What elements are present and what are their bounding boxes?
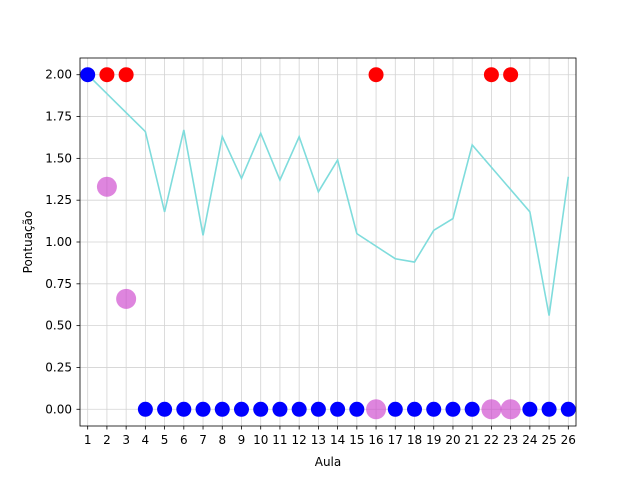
data-point: [368, 67, 384, 83]
data-point: [426, 401, 442, 417]
data-point: [407, 401, 423, 417]
x-tick-label: 19: [426, 433, 441, 447]
y-tick-label: 1.25: [45, 193, 72, 207]
y-tick-label: 0.75: [45, 277, 72, 291]
data-point: [99, 67, 115, 83]
x-tick-label: 22: [484, 433, 499, 447]
data-point: [118, 67, 134, 83]
y-tick-label: 0.25: [45, 360, 72, 374]
data-point: [214, 401, 230, 417]
data-point: [157, 401, 173, 417]
x-tick-label: 26: [561, 433, 576, 447]
x-tick-label: 15: [349, 433, 364, 447]
score-line: [87, 74, 570, 316]
data-point: [481, 399, 502, 420]
data-point: [80, 67, 96, 83]
x-tick-label: 16: [368, 433, 383, 447]
y-tick-label: 0.50: [45, 319, 72, 333]
x-tick-label: 4: [142, 433, 150, 447]
data-point: [464, 401, 480, 417]
x-tick-label: 6: [180, 433, 188, 447]
data-point: [483, 67, 499, 83]
y-axis-label: Pontuação: [21, 211, 35, 274]
axis-ticks: 1 2 3 4 5 6 7 8 9 10 11 12 13 14 15 16 17 18 19 20 21 22 23 24 2…: [45, 68, 576, 447]
x-tick-label: 20: [445, 433, 460, 447]
data-point: [500, 399, 521, 420]
x-tick-label: 24: [522, 433, 537, 447]
data-point: [330, 401, 346, 417]
data-point: [96, 176, 117, 197]
data-point: [445, 401, 461, 417]
y-tick-label: 2.00: [45, 68, 72, 82]
data-point: [233, 401, 249, 417]
y-tick-label: 1.50: [45, 151, 72, 165]
data-point: [387, 401, 403, 417]
data-point: [560, 401, 576, 417]
data-point: [310, 401, 326, 417]
x-tick-label: 12: [292, 433, 307, 447]
x-tick-label: 17: [388, 433, 403, 447]
data-point: [253, 401, 269, 417]
x-tick-label: 7: [199, 433, 207, 447]
x-tick-label: 2: [103, 433, 111, 447]
x-axis-label: Aula: [315, 455, 342, 469]
x-tick-label: 21: [465, 433, 480, 447]
y-tick-label: 1.00: [45, 235, 72, 249]
x-tick-label: 11: [272, 433, 287, 447]
x-tick-label: 13: [311, 433, 326, 447]
scatter-series: [80, 67, 576, 420]
x-tick-label: 14: [330, 433, 345, 447]
x-tick-label: 5: [161, 433, 169, 447]
data-point: [291, 401, 307, 417]
x-tick-label: 10: [253, 433, 268, 447]
data-point: [272, 401, 288, 417]
data-point: [176, 401, 192, 417]
x-tick-label: 1: [84, 433, 92, 447]
x-tick-label: 25: [541, 433, 556, 447]
data-point: [116, 288, 137, 309]
x-tick-label: 8: [218, 433, 226, 447]
x-tick-label: 18: [407, 433, 422, 447]
x-tick-label: 3: [122, 433, 130, 447]
data-point: [522, 401, 538, 417]
line-series: [87, 74, 570, 316]
data-point: [137, 401, 153, 417]
data-point: [366, 399, 387, 420]
grid: [80, 58, 576, 426]
data-point: [349, 401, 365, 417]
x-tick-label: 9: [238, 433, 246, 447]
x-tick-label: 23: [503, 433, 518, 447]
y-tick-label: 0.00: [45, 402, 72, 416]
data-point: [541, 401, 557, 417]
data-point: [503, 67, 519, 83]
data-point: [195, 401, 211, 417]
y-tick-label: 1.75: [45, 110, 72, 124]
